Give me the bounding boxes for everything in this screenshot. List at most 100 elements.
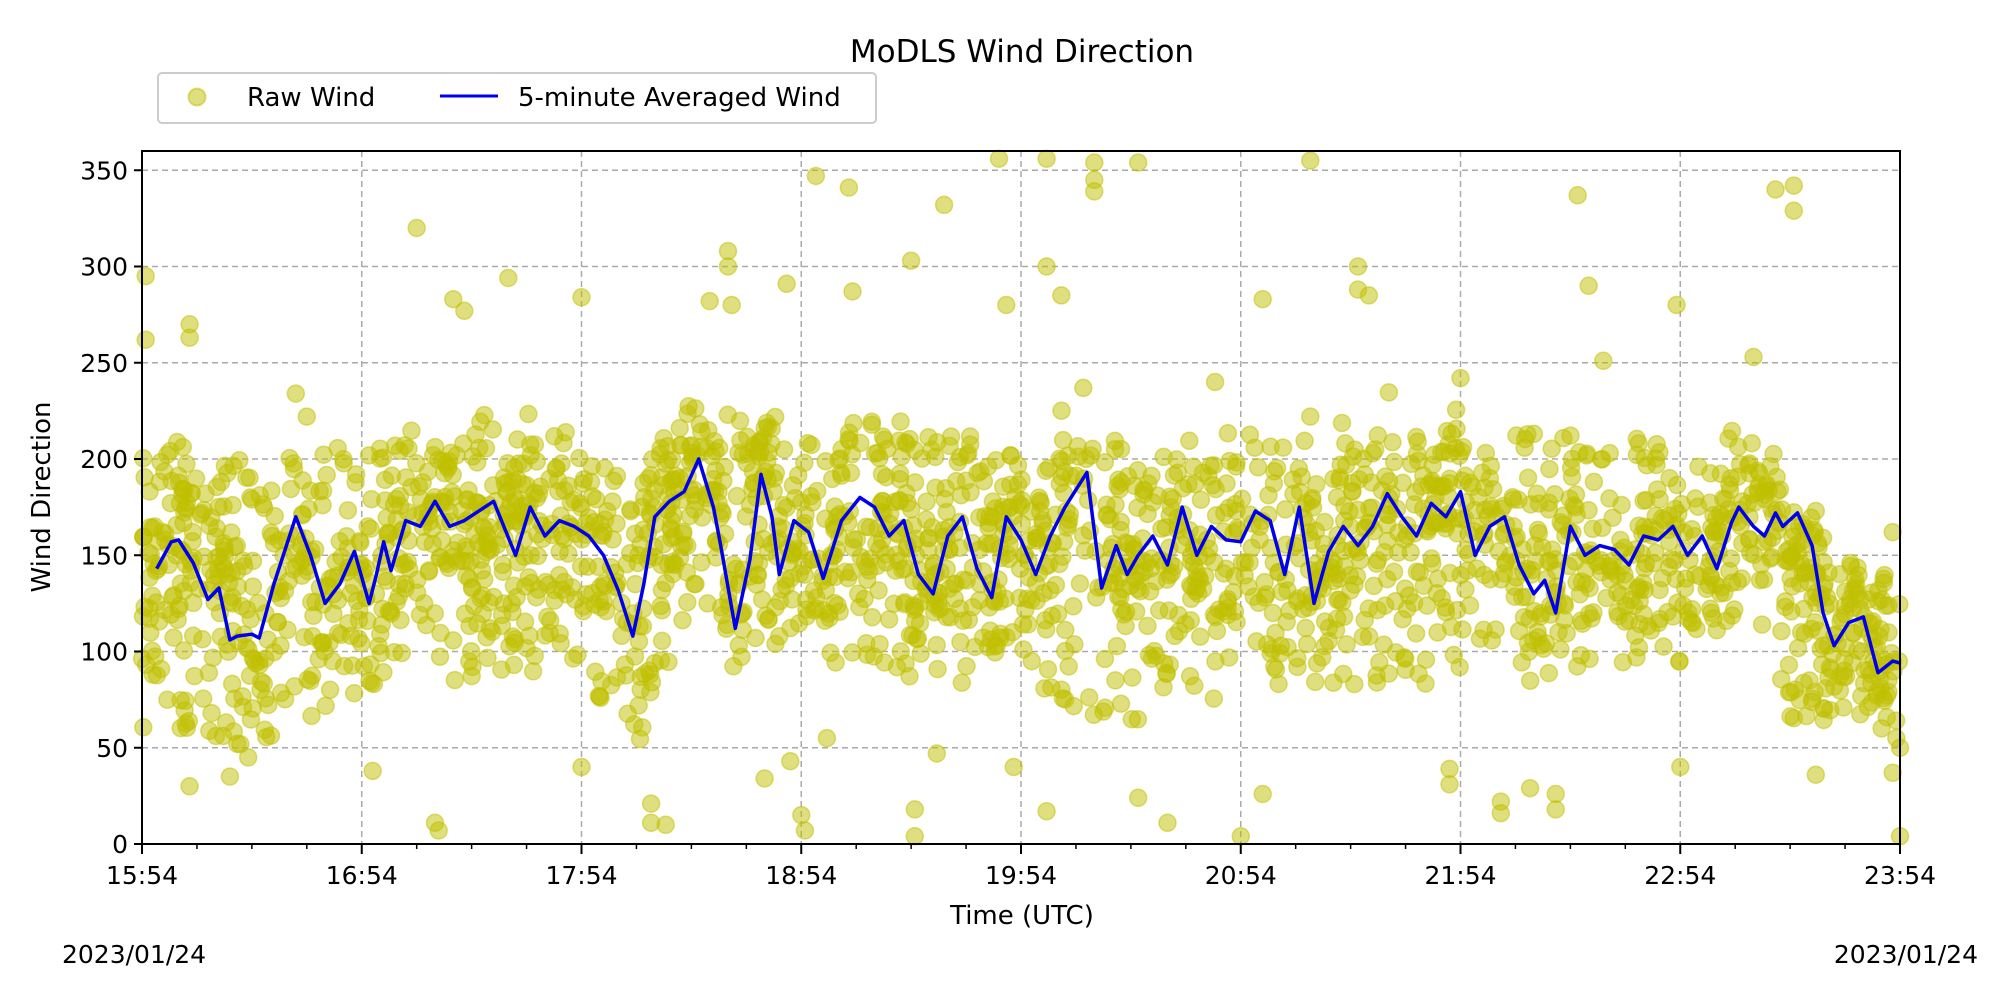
raw-wind-point [185, 666, 204, 686]
raw-wind-point [835, 562, 855, 582]
raw-wind-point [678, 593, 697, 612]
raw-wind-point [1189, 584, 1208, 603]
raw-wind-point [369, 636, 388, 656]
raw-wind-point [1176, 614, 1195, 634]
raw-wind-point [1284, 484, 1303, 504]
raw-wind-point [1016, 600, 1035, 619]
raw-wind-point [961, 483, 980, 502]
raw-wind-point [951, 632, 970, 652]
x-tick-label: 16:54 [326, 861, 398, 890]
raw-wind-point [651, 596, 670, 616]
raw-wind-point [241, 710, 261, 729]
raw-wind-point [1012, 470, 1031, 490]
raw-wind-outlier-point [455, 301, 474, 321]
raw-wind-point [1031, 493, 1050, 513]
raw-wind-outlier-point [1205, 372, 1225, 392]
raw-wind-point [203, 648, 223, 667]
raw-wind-point [844, 530, 863, 549]
x-axis-label: Time (UTC) [949, 901, 1094, 931]
raw-wind-point [370, 439, 390, 458]
raw-wind-outlier-point [901, 251, 921, 270]
raw-wind-point [314, 445, 333, 464]
raw-wind-point [1367, 666, 1386, 685]
averaged-wind-line [155, 457, 1901, 675]
raw-wind-outlier-point [220, 767, 240, 786]
raw-wind-point [527, 452, 547, 471]
raw-wind-outlier-point [572, 757, 591, 777]
raw-wind-point [746, 628, 765, 648]
raw-wind-outlier-point [843, 282, 862, 301]
raw-wind-point [1152, 519, 1171, 538]
raw-wind-outlier-point [180, 328, 199, 347]
raw-wind-point [1823, 644, 1842, 664]
raw-wind-point [1384, 452, 1404, 472]
raw-wind-point [983, 492, 1003, 511]
raw-wind-point [1367, 554, 1386, 573]
raw-wind-point [183, 626, 203, 645]
raw-wind-point [1423, 455, 1442, 475]
raw-wind-point [1722, 421, 1742, 441]
raw-wind-point [1184, 457, 1203, 477]
raw-wind-point [642, 450, 662, 469]
raw-wind-point [1428, 623, 1447, 642]
raw-wind-point [1288, 648, 1307, 668]
raw-wind-point [592, 672, 611, 691]
raw-wind-outlier-point [363, 761, 382, 781]
raw-wind-point [950, 447, 970, 467]
raw-wind-point [673, 524, 693, 544]
x-tick-label: 18:54 [765, 861, 837, 890]
raw-wind-point [257, 727, 276, 747]
raw-wind-point [243, 577, 263, 596]
raw-wind-outlier-point [1085, 153, 1104, 172]
raw-wind-point [1489, 542, 1508, 561]
raw-wind-point [1658, 602, 1677, 622]
raw-wind-outlier-point [444, 289, 463, 309]
raw-wind-point [789, 614, 809, 633]
raw-wind-point [1128, 710, 1148, 729]
raw-wind-point [302, 706, 321, 726]
raw-wind-point [1180, 431, 1199, 451]
raw-wind-point [330, 532, 350, 551]
raw-wind-point [1474, 565, 1494, 585]
raw-wind-point [1271, 636, 1291, 656]
chart-title: MoDLS Wind Direction [850, 34, 1194, 70]
raw-wind-point [1450, 657, 1469, 677]
raw-wind-point [591, 688, 610, 708]
raw-wind-point [1779, 683, 1799, 702]
raw-wind-outlier-point [1579, 276, 1598, 296]
y-tick-label: 0 [112, 830, 128, 859]
raw-wind-point [1446, 400, 1466, 420]
raw-wind-point [1364, 576, 1384, 596]
raw-wind-outlier-point [792, 805, 811, 825]
raw-wind-point [731, 431, 750, 450]
raw-wind-point [1374, 635, 1394, 655]
raw-wind-point [1518, 468, 1538, 488]
raw-wind-outlier-point [1359, 286, 1379, 305]
raw-wind-point [875, 653, 894, 672]
raw-wind-point [169, 466, 188, 486]
raw-wind-point [515, 612, 535, 632]
raw-wind-point [1474, 620, 1493, 640]
raw-wind-outlier-point [1158, 813, 1177, 833]
raw-wind-point [320, 569, 340, 589]
raw-wind-point [402, 421, 421, 440]
raw-wind-point [299, 499, 318, 519]
raw-wind-point [952, 673, 972, 692]
raw-wind-point [557, 585, 576, 604]
raw-wind-point [254, 498, 274, 518]
raw-wind-point [1340, 566, 1360, 585]
raw-wind-point [1332, 413, 1352, 433]
raw-wind-outlier-point [1883, 763, 1902, 783]
raw-wind-point [1259, 485, 1278, 505]
raw-wind-point [392, 643, 412, 663]
raw-wind-outlier-point [1440, 759, 1459, 779]
raw-wind-point [1700, 493, 1720, 512]
raw-wind-point [158, 690, 177, 709]
raw-wind-point [1877, 686, 1897, 705]
raw-wind-point [1083, 439, 1102, 459]
raw-wind-point [917, 492, 936, 511]
raw-wind-outlier-point [429, 821, 448, 840]
raw-wind-outlier-point [989, 149, 1009, 168]
raw-wind-point [550, 542, 569, 561]
raw-wind-point [612, 626, 631, 646]
